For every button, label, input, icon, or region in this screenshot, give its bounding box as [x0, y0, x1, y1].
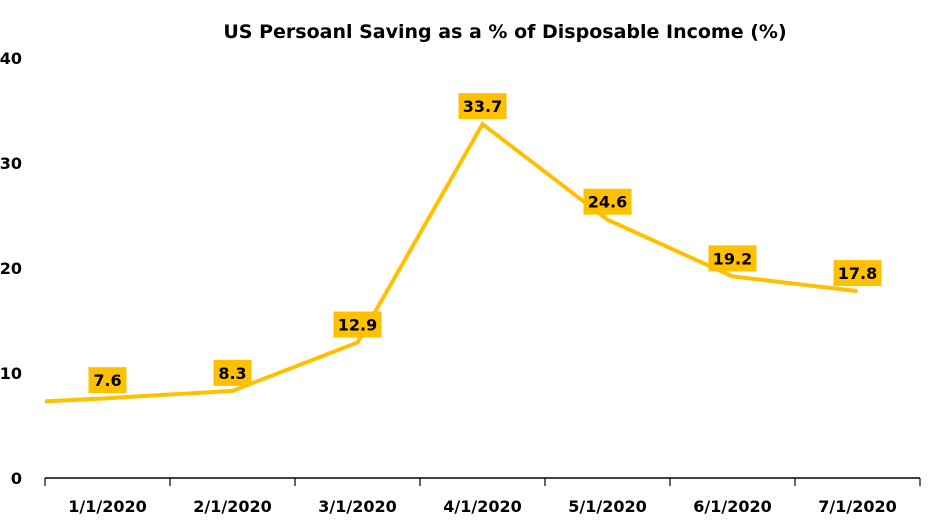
- data-label: 7.6: [93, 371, 121, 390]
- data-label-box: [458, 93, 507, 120]
- y-tick-label: 40: [0, 49, 22, 68]
- data-label-box: [333, 311, 382, 338]
- y-tick-label: 20: [0, 259, 22, 278]
- data-label-box: [213, 359, 252, 386]
- data-label: 24.6: [588, 193, 627, 212]
- data-label: 17.8: [838, 264, 877, 283]
- data-label-box: [708, 245, 757, 272]
- data-label-box: [583, 188, 632, 215]
- data-label: 33.7: [463, 97, 502, 116]
- x-tick-label: 7/1/2020: [818, 497, 896, 516]
- y-tick-label: 10: [0, 364, 22, 383]
- x-tick-label: 1/1/2020: [68, 497, 146, 516]
- x-tick-label: 5/1/2020: [568, 497, 646, 516]
- y-tick-label: 30: [0, 154, 22, 173]
- x-tick-label: 2/1/2020: [193, 497, 271, 516]
- chart-title: US Persoanl Saving as a % of Disposable …: [223, 21, 786, 43]
- data-label: 19.2: [713, 249, 752, 268]
- x-tick-label: 4/1/2020: [443, 497, 521, 516]
- data-label-box: [88, 367, 127, 394]
- x-tick-label: 6/1/2020: [693, 497, 771, 516]
- y-tick-label: 0: [11, 469, 22, 488]
- data-label: 12.9: [338, 316, 377, 335]
- data-label: 8.3: [218, 364, 246, 383]
- x-tick-label: 3/1/2020: [318, 497, 396, 516]
- data-label-box: [833, 260, 882, 287]
